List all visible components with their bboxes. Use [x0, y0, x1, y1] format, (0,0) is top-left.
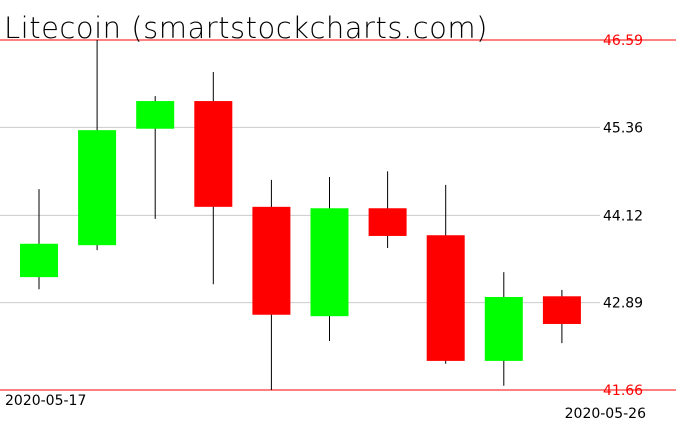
candle-body-2020-05-19 [136, 101, 175, 129]
x-tick-label-start: 2020-05-17 [5, 393, 86, 409]
y-tick-label: 46.59 [603, 33, 643, 49]
y-tick-label: 45.36 [603, 120, 643, 136]
candles [20, 40, 581, 390]
candle-body-2020-05-21 [252, 206, 291, 315]
y-tick-label: 41.66 [603, 383, 643, 399]
candle-body-2020-05-22 [310, 208, 349, 317]
candle-body-2020-05-24 [426, 235, 465, 361]
y-tick-label: 44.12 [603, 208, 643, 224]
candle-body-2020-05-18 [78, 130, 117, 246]
candle-body-2020-05-23 [368, 208, 407, 236]
x-tick-label-end: 2020-05-26 [565, 406, 646, 422]
chart-title: Litecoin (smartstockcharts.com) [4, 11, 488, 45]
candle-body-2020-05-17 [20, 243, 58, 278]
candle-body-2020-05-25 [484, 296, 523, 361]
y-axis-labels: 46.59 45.36 44.12 42.89 41.66 [603, 33, 643, 399]
candle-body-2020-05-26 [542, 296, 581, 324]
candle-body-2020-05-20 [194, 101, 233, 207]
y-tick-label: 42.89 [603, 296, 643, 312]
